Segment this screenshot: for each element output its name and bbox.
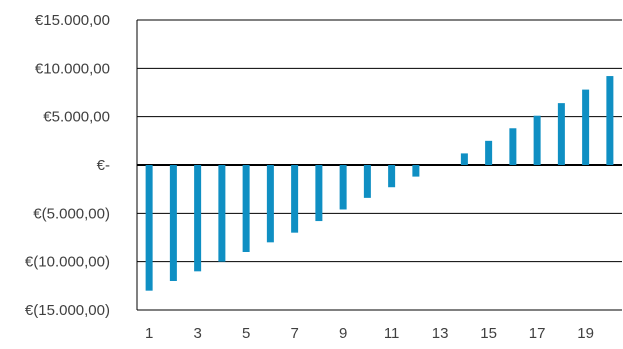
bar [412,165,420,177]
bar [266,165,274,243]
bar [218,165,226,262]
bar [169,165,177,281]
x-tick-labels: 1 3 5 7 9 11 13 15 17 19 [145,325,594,342]
bar [291,165,299,233]
x-tick-label: 17 [529,325,546,342]
bar [388,165,396,188]
bar [485,140,493,165]
x-tick-label: 9 [339,325,347,342]
y-tick-label: €(10.000,00) [25,254,110,271]
x-tick-label: 5 [242,325,250,342]
x-tick-label: 1 [145,325,153,342]
x-tick-label: 7 [290,325,298,342]
bars-layer [145,76,614,291]
x-tick-label: 11 [384,325,400,342]
bar [509,128,517,165]
bar [557,103,565,165]
y-tick-labels: €15.000,00 €10.000,00 €5.000,00 €- €(5.000,0… [25,12,110,319]
bar [145,165,153,291]
bar [533,115,541,165]
y-tick-label: €- [97,157,110,174]
x-tick-label: 3 [193,325,201,342]
x-tick-label: 13 [432,325,449,342]
bar [363,165,371,198]
bar [242,165,250,252]
grid-layer [137,19,622,311]
y-tick-label: €15.000,00 [35,12,110,29]
bar [315,165,323,222]
y-tick-label: €(5.000,00) [33,205,110,222]
bar [339,165,347,210]
bar [582,89,590,165]
x-tick-label: 15 [480,325,497,342]
bar [460,153,468,165]
x-tick-label: 19 [577,325,594,342]
y-tick-label: €5.000,00 [43,109,110,126]
y-tick-label: €10.000,00 [35,60,110,77]
y-tick-label: €(15.000,00) [25,302,110,319]
bar [606,76,614,165]
bar [194,165,202,272]
